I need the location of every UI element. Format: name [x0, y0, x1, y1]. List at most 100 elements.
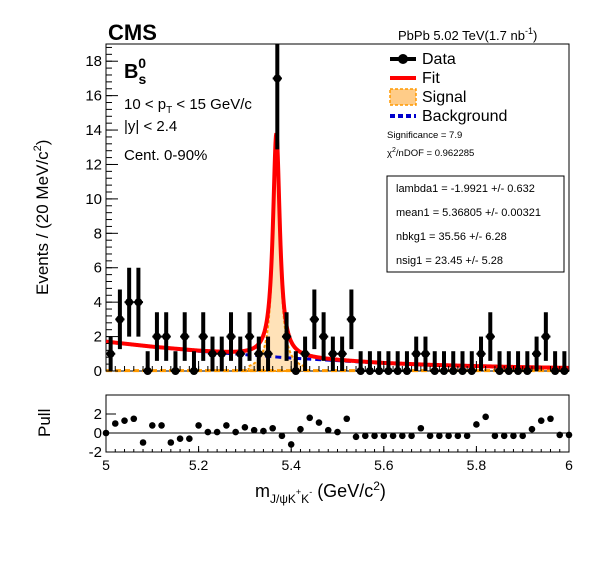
pull-plot-frame: [106, 395, 569, 452]
dataset-label: PbPb 5.02 TeV(1.7 nb-1): [398, 26, 537, 43]
pull-point: [547, 415, 554, 422]
x-axis-label: mJ/ψK+K- (GeV/c2): [255, 479, 386, 506]
data-marker: [514, 367, 522, 375]
data-marker: [301, 350, 309, 358]
data-marker: [273, 74, 281, 82]
data-point: [338, 337, 347, 371]
data-marker: [421, 350, 429, 358]
data-point: [199, 312, 208, 361]
data-point: [513, 351, 522, 375]
legend-label: Data: [422, 51, 456, 68]
data-marker: [468, 367, 476, 375]
data-point: [550, 351, 559, 375]
pull-point: [519, 433, 526, 440]
y-tick-label: 18: [85, 53, 102, 70]
data-point: [115, 290, 124, 350]
data-marker: [560, 367, 568, 375]
data-marker: [116, 315, 124, 323]
pull-point: [232, 429, 239, 436]
data-marker: [310, 315, 318, 323]
pull-point: [343, 415, 350, 422]
pull-point: [149, 422, 156, 429]
data-point: [504, 351, 513, 375]
y-tick-label: 2: [94, 329, 102, 346]
data-marker: [246, 333, 254, 341]
data-marker: [227, 333, 235, 341]
pull-point: [242, 424, 249, 431]
data-marker: [153, 333, 161, 341]
pull-point: [325, 427, 332, 434]
pull-point: [492, 433, 499, 440]
data-marker: [218, 350, 226, 358]
pull-point: [371, 433, 378, 440]
pull-point: [390, 433, 397, 440]
pull-point: [177, 435, 184, 442]
data-point: [217, 337, 226, 371]
y-tick-label: 8: [94, 225, 102, 242]
pull-point: [464, 433, 471, 440]
data-marker: [366, 367, 374, 375]
legend-item-data: Data: [390, 51, 456, 68]
chi2-label: χ2/nDOF = 0.962285: [387, 147, 474, 159]
data-marker: [486, 333, 494, 341]
pull-points-layer: [103, 414, 573, 448]
data-marker: [403, 367, 411, 375]
data-point: [134, 268, 143, 337]
data-marker: [181, 333, 189, 341]
pull-point: [538, 417, 545, 424]
pull-point: [279, 433, 286, 440]
legend-item-signal: Signal: [390, 89, 466, 106]
legend-item-background: Background: [390, 108, 507, 125]
rapidity-cut-label: |y| < 2.4: [124, 118, 177, 135]
data-point: [189, 351, 198, 375]
pull-point: [427, 433, 434, 440]
pull-point: [251, 427, 258, 434]
significance-label: Significance = 7.9: [387, 130, 462, 141]
fit-parameters-box: lambda1 = -1.9921 +/- 0.632 mean1 = 5.36…: [387, 176, 564, 272]
pull-point: [260, 428, 267, 435]
pull-point: [445, 433, 452, 440]
x-tick-label: 5.8: [467, 457, 487, 473]
y-tick-label: 14: [85, 122, 102, 139]
y-axis-label: Events / (20 MeV/c2): [32, 140, 52, 295]
data-point: [467, 351, 476, 375]
data-marker: [477, 350, 485, 358]
data-marker: [347, 315, 355, 323]
pull-point: [566, 432, 573, 439]
data-marker: [394, 367, 402, 375]
pull-point: [223, 422, 230, 429]
data-marker: [208, 350, 216, 358]
data-point: [439, 351, 448, 375]
pull-point: [121, 417, 128, 424]
pull-point: [408, 433, 415, 440]
data-point: [486, 312, 495, 361]
data-point: [541, 312, 550, 361]
pull-point: [418, 425, 425, 432]
pull-point: [362, 433, 369, 440]
fit-param-lambda: lambda1 = -1.9921 +/- 0.632: [396, 183, 535, 195]
data-point: [208, 337, 217, 371]
y-tick-label: 10: [85, 191, 102, 208]
fit-param-mean: mean1 = 5.36805 +/- 0.00321: [396, 207, 541, 219]
pt-cut-label: 10 < pT < 15 GeV/c: [124, 96, 252, 116]
x-tick-label: 5.4: [281, 457, 301, 473]
x-tick-label: 5: [102, 457, 110, 473]
data-marker: [542, 333, 550, 341]
data-marker: [375, 367, 383, 375]
data-marker: [264, 350, 272, 358]
data-point: [495, 351, 504, 375]
pull-point: [529, 426, 536, 433]
pull-point: [473, 421, 480, 428]
pull-point: [297, 426, 304, 433]
data-marker: [255, 350, 263, 358]
particle-label: Bs0: [124, 55, 146, 87]
data-point: [310, 290, 319, 350]
pull-point: [353, 434, 360, 441]
x-tick-label: 6: [565, 457, 573, 473]
data-point: [458, 351, 467, 375]
data-marker-icon: [398, 54, 408, 64]
data-point: [273, 44, 282, 149]
y-tick-label: 6: [94, 260, 102, 277]
fit-param-nbkg: nbkg1 = 35.56 +/- 6.28: [396, 231, 507, 243]
data-marker: [449, 367, 457, 375]
